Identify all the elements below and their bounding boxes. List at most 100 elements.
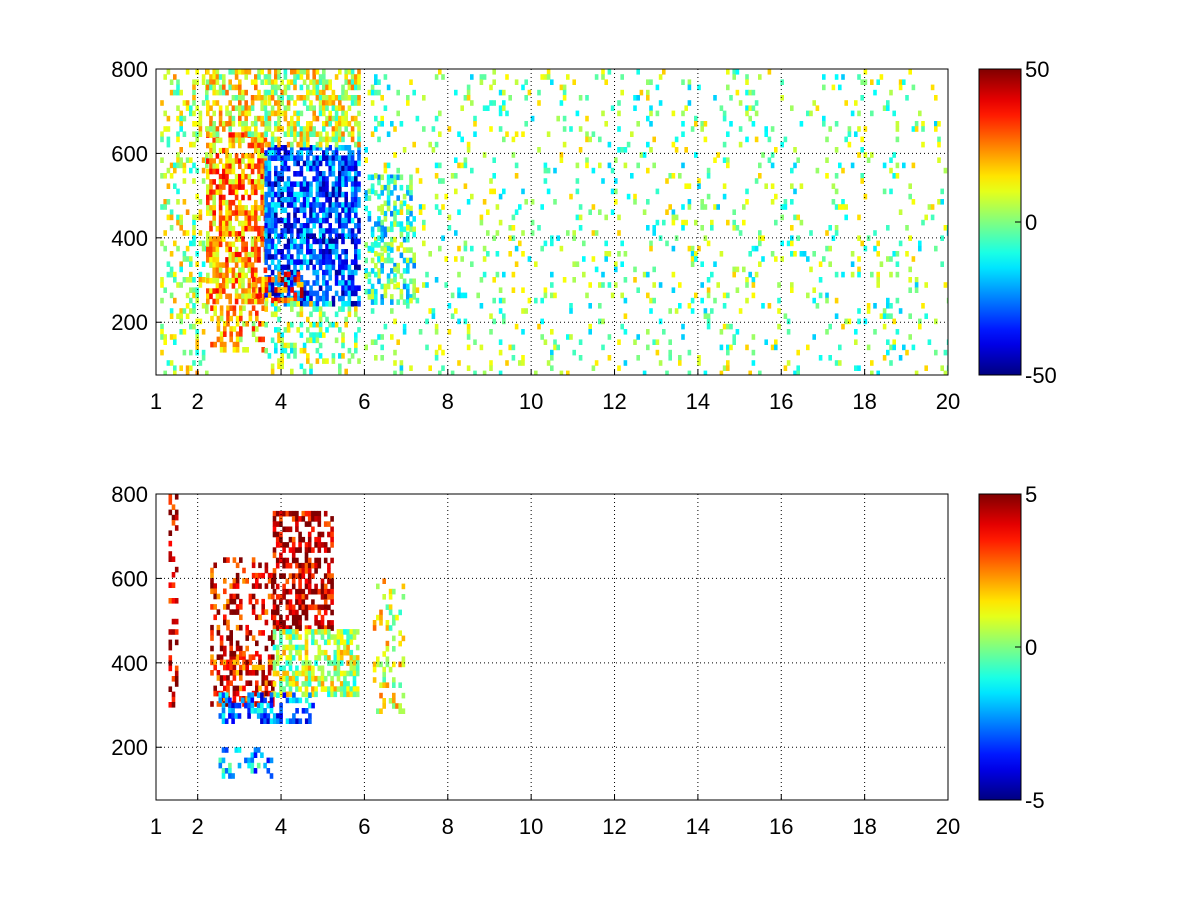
heatmap-cell	[338, 186, 342, 193]
heatmap-cell	[277, 171, 281, 177]
heatmap-cell	[306, 327, 310, 333]
heatmap-cell	[260, 236, 264, 242]
heatmap-cell	[254, 272, 258, 279]
heatmap-cell	[302, 141, 307, 148]
heatmap-cell	[450, 173, 455, 179]
heatmap-cell	[347, 84, 352, 91]
heatmap-cell	[380, 245, 384, 252]
heatmap-cell	[370, 299, 375, 305]
heatmap-cell	[518, 360, 522, 366]
heatmap-cell	[222, 84, 226, 91]
heatmap-cell	[241, 267, 245, 274]
heatmap-cell	[594, 360, 599, 366]
heatmap-cell	[286, 280, 291, 286]
heatmap-cell	[272, 644, 277, 651]
heatmap-cell	[409, 205, 413, 212]
heatmap-cell	[283, 287, 288, 293]
heatmap-cell	[668, 355, 672, 361]
heatmap-cell	[304, 547, 309, 553]
heatmap-cell	[302, 191, 307, 198]
heatmap-cell	[311, 588, 315, 595]
heatmap-cell	[277, 100, 281, 106]
heatmap-cell	[671, 219, 676, 226]
heatmap-cell	[237, 747, 242, 753]
heatmap-cell	[323, 686, 328, 692]
heatmap-cell	[173, 271, 177, 278]
heatmap-cell	[302, 368, 307, 375]
heatmap-cell	[290, 259, 294, 265]
heatmap-cell	[225, 246, 229, 253]
heatmap-cell	[322, 301, 326, 307]
heatmap-cell	[244, 89, 248, 96]
heatmap-cell	[367, 195, 372, 201]
heatmap-cell	[390, 226, 394, 233]
heatmap-cell	[367, 174, 372, 181]
y-tick-label: 200	[111, 310, 148, 335]
heatmap-cell	[434, 115, 439, 122]
heatmap-cell	[270, 269, 275, 276]
heatmap-cell	[302, 131, 307, 137]
heatmap-cell	[189, 240, 193, 247]
heatmap-cell	[224, 768, 229, 774]
heatmap-cell	[267, 89, 272, 96]
heatmap-cell	[298, 620, 302, 626]
heatmap-cell	[228, 257, 232, 263]
heatmap-cell	[283, 131, 288, 137]
heatmap-cell	[434, 329, 439, 335]
heatmap-cell	[264, 243, 268, 250]
heatmap-cell	[286, 217, 291, 224]
heatmap-cell	[642, 209, 647, 215]
heatmap-cell	[726, 69, 730, 75]
heatmap-cell	[341, 238, 345, 245]
heatmap-cell	[309, 363, 313, 370]
heatmap-cell	[263, 137, 268, 144]
heatmap-cell	[742, 219, 746, 226]
heatmap-cell	[206, 194, 210, 201]
heatmap-cell	[918, 240, 922, 247]
heatmap-cell	[264, 165, 268, 172]
heatmap-cell	[327, 521, 331, 527]
heatmap-cell	[315, 84, 320, 91]
heatmap-cell	[617, 110, 621, 117]
heatmap-cell	[282, 620, 286, 626]
heatmap-cell	[201, 355, 206, 361]
heatmap-cell	[562, 141, 567, 148]
heatmap-cell	[251, 292, 256, 298]
heatmap-cell	[572, 79, 576, 85]
heatmap-cell	[226, 701, 230, 707]
heatmap-cell	[189, 157, 193, 163]
heatmap-cell	[198, 115, 203, 122]
heatmap-cell	[250, 762, 255, 769]
heatmap-cell	[463, 318, 468, 325]
heatmap-cell	[347, 275, 352, 281]
heatmap-cell	[815, 167, 820, 174]
heatmap-cell	[315, 191, 320, 198]
heatmap-cell	[286, 84, 291, 91]
heatmap-cell	[924, 313, 928, 319]
heatmap-cell	[272, 634, 277, 640]
heatmap-cell	[241, 262, 245, 268]
heatmap-cell	[166, 69, 171, 75]
heatmap-cell	[344, 217, 348, 224]
heatmap-cell	[614, 266, 618, 273]
heatmap-cell	[285, 604, 290, 611]
heatmap-cell	[256, 762, 261, 769]
heatmap-cell	[331, 228, 336, 234]
heatmap-cell	[350, 197, 355, 203]
heatmap-cell	[223, 645, 227, 652]
heatmap-cell	[250, 215, 255, 222]
heatmap-cell	[304, 568, 309, 574]
heatmap-cell	[492, 100, 496, 106]
heatmap-cell	[270, 202, 275, 208]
heatmap-cell	[758, 261, 762, 267]
heatmap-cell	[212, 179, 216, 185]
heatmap-cell	[323, 649, 328, 656]
heatmap-cell	[312, 84, 316, 91]
heatmap-cell	[569, 126, 573, 132]
heatmap-cell	[304, 686, 309, 692]
heatmap-cell	[232, 696, 237, 702]
heatmap-cell	[940, 261, 944, 267]
heatmap-cell	[857, 271, 861, 278]
heatmap-cell	[633, 339, 637, 345]
heatmap-cell	[232, 690, 237, 697]
